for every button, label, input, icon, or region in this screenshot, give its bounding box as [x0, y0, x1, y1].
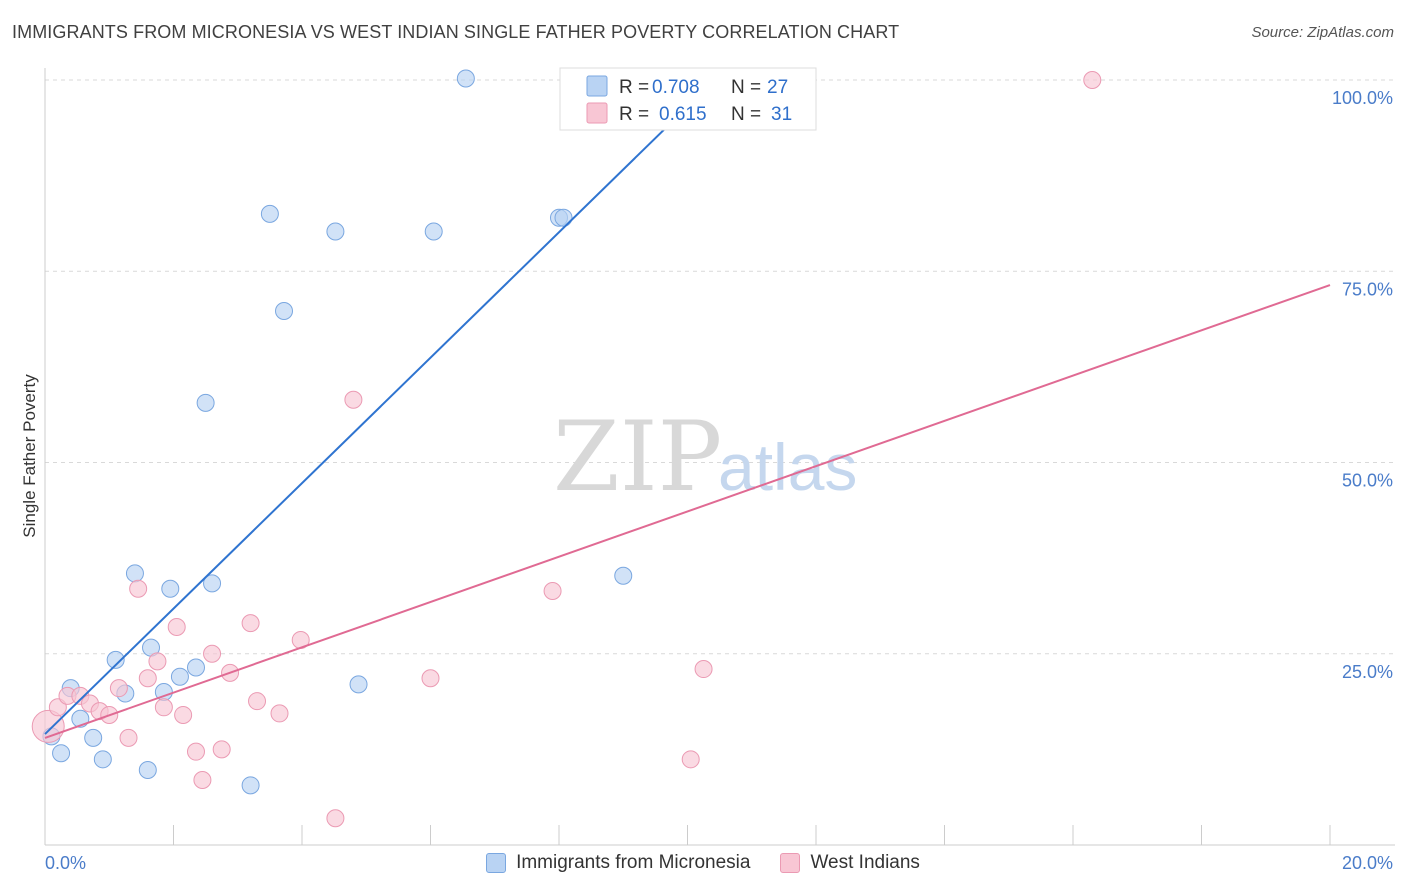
west-indians-point [154, 698, 173, 717]
legend-pink-n-value: 31 [771, 104, 792, 125]
micronesia-point [260, 204, 279, 223]
series-micronesia-points [42, 69, 633, 795]
x-tick-label-min: 0.0% [45, 853, 86, 873]
west-indians-trend-line [44, 284, 1331, 739]
y-tick-label-50: 50.0% [1342, 471, 1393, 491]
micronesia-point [196, 393, 215, 412]
micronesia-point [554, 208, 573, 227]
legend-pink-r-label: R = [619, 104, 649, 125]
micronesia-point [424, 222, 443, 241]
west-indians-point [109, 679, 128, 698]
micronesia-point [52, 744, 71, 763]
legend-label-micronesia: Immigrants from Micronesia [516, 852, 751, 873]
west-indians-point [1083, 71, 1102, 89]
legend-item-micronesia: Immigrants from Micronesia [486, 852, 750, 874]
grid-lines [45, 79, 1395, 655]
legend-swatch-pink [586, 102, 608, 124]
legend-swatch-west-indians [780, 853, 801, 873]
legend-blue-n-label: N = [731, 77, 761, 98]
tick-labels: 25.0% 50.0% 75.0% 100.0% 0.0% 20.0% [45, 88, 1393, 873]
micronesia-point [106, 650, 125, 669]
micronesia-point [456, 69, 475, 88]
micronesia-point [241, 776, 260, 795]
west-indians-point [129, 579, 148, 598]
micronesia-point [326, 222, 345, 241]
y-tick-label-75: 75.0% [1342, 279, 1393, 299]
trend-lines [44, 106, 1331, 739]
west-indians-point [421, 669, 440, 688]
micronesia-trend-line [44, 106, 689, 735]
legend-blue-r-value: 0.708 [652, 77, 700, 98]
west-indians-point [138, 669, 157, 688]
legend-pink-n-label: N = [731, 104, 761, 125]
y-tick-label-25: 25.0% [1342, 662, 1393, 682]
x-tick-label-max: 20.0% [1342, 853, 1393, 873]
west-indians-point [193, 770, 212, 789]
west-indians-point [186, 742, 205, 761]
west-indians-point [681, 750, 700, 769]
micronesia-point [84, 728, 103, 747]
west-indians-point [148, 652, 167, 671]
west-indians-point [241, 614, 260, 633]
west-indians-point [543, 582, 562, 601]
micronesia-point [93, 750, 112, 769]
series-legend: Immigrants from Micronesia West Indians [0, 852, 1406, 874]
legend-blue-r-label: R = [619, 77, 649, 98]
west-indians-point [270, 704, 289, 723]
west-indians-point [203, 644, 222, 663]
micronesia-point [161, 579, 180, 598]
west-indians-point [326, 809, 345, 828]
legend-blue-n-value: 27 [767, 77, 788, 98]
stats-legend: R = 0.708 N = 27 R = 0.615 N = 31 [559, 67, 817, 131]
micronesia-point [275, 302, 294, 321]
micronesia-point [614, 566, 633, 585]
legend-label-west-indians: West Indians [810, 852, 920, 873]
legend-swatch-micronesia [486, 853, 507, 873]
micronesia-point [186, 658, 205, 677]
y-tick-label-100: 100.0% [1332, 88, 1393, 108]
legend-swatch-blue [586, 75, 608, 97]
west-indians-point [344, 390, 363, 409]
west-indians-point [694, 660, 713, 679]
west-indians-point [212, 740, 231, 759]
micronesia-point [349, 675, 368, 694]
west-indians-point [167, 617, 186, 636]
chart-title: IMMIGRANTS FROM MICRONESIA VS WEST INDIA… [12, 22, 900, 42]
legend-pink-r-value: 0.615 [659, 104, 707, 125]
west-indians-point [174, 705, 193, 724]
legend-item-west-indians: West Indians [780, 852, 920, 874]
west-indians-point [119, 728, 138, 747]
west-indians-point [248, 692, 267, 711]
micronesia-point [203, 574, 222, 593]
micronesia-point [125, 564, 144, 583]
source-credit: Source: ZipAtlas.com [1251, 24, 1394, 41]
micronesia-point [138, 761, 157, 780]
watermark-zip: ZIP [553, 401, 722, 513]
watermark: ZIP atlas [553, 401, 857, 513]
west-indians-point [48, 698, 67, 717]
micronesia-point [170, 667, 189, 686]
y-axis-title: Single Father Poverty [20, 374, 39, 538]
